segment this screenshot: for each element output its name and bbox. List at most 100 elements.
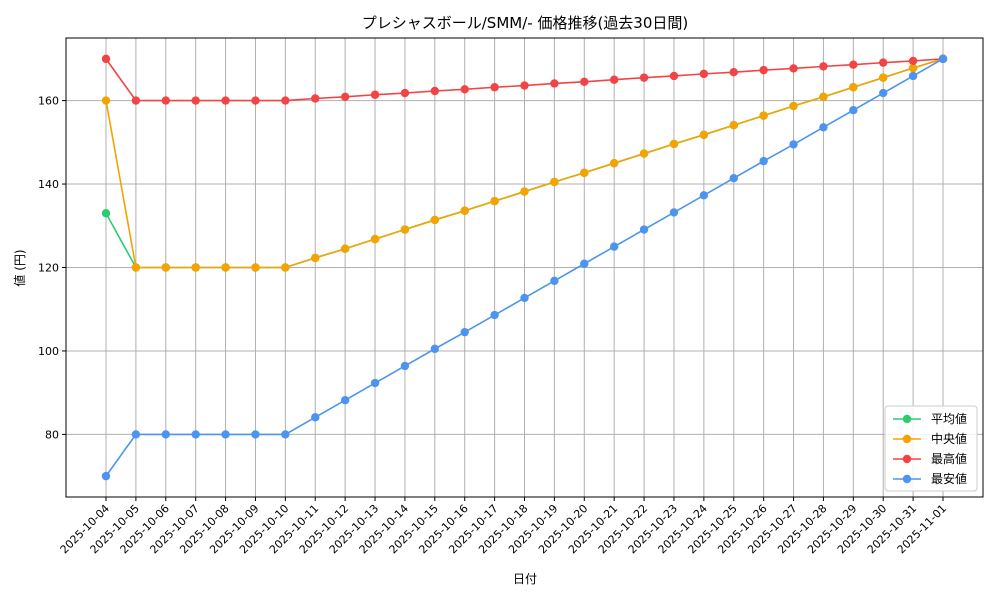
data-point bbox=[879, 58, 888, 67]
data-point bbox=[191, 263, 200, 272]
data-point bbox=[131, 96, 141, 105]
y-tick-label: 140 bbox=[38, 178, 59, 191]
y-tick-label: 80 bbox=[45, 428, 59, 441]
data-point bbox=[729, 174, 738, 183]
data-point bbox=[879, 88, 888, 98]
data-point bbox=[430, 344, 440, 354]
data-point bbox=[789, 101, 798, 111]
y-axis-ticks: 80 100 120 140 160 bbox=[38, 95, 66, 441]
legend-label: 最高値 bbox=[931, 451, 967, 466]
data-point bbox=[759, 111, 768, 120]
data-point bbox=[699, 130, 709, 140]
data-point bbox=[400, 361, 410, 371]
data-point bbox=[400, 225, 410, 234]
legend-item: 最安値 bbox=[893, 471, 967, 486]
data-point bbox=[580, 259, 589, 268]
data-point bbox=[520, 81, 529, 90]
legend-label: 最安値 bbox=[931, 471, 967, 486]
data-point bbox=[609, 158, 619, 168]
data-point bbox=[251, 96, 260, 105]
data-point bbox=[400, 88, 410, 98]
data-point bbox=[191, 96, 200, 105]
grid bbox=[66, 38, 983, 497]
data-point bbox=[908, 56, 918, 66]
data-point bbox=[699, 191, 709, 200]
data-point bbox=[101, 96, 111, 105]
data-point bbox=[639, 225, 649, 234]
data-point bbox=[759, 156, 768, 166]
data-point bbox=[759, 65, 768, 75]
data-point bbox=[311, 253, 320, 263]
data-point bbox=[819, 92, 828, 102]
data-point bbox=[490, 83, 499, 92]
y-tick-label: 120 bbox=[38, 262, 59, 275]
data-point bbox=[460, 206, 469, 215]
data-point bbox=[430, 215, 440, 225]
data-point bbox=[699, 69, 709, 79]
x-axis-ticks: 2025-10-042025-10-052025-10-062025-10-07… bbox=[58, 497, 949, 556]
series-layer bbox=[101, 54, 948, 481]
data-point bbox=[908, 71, 918, 81]
data-point bbox=[311, 94, 320, 103]
data-point bbox=[191, 430, 200, 439]
data-point bbox=[580, 77, 589, 87]
data-point bbox=[520, 187, 529, 196]
series-最高値 bbox=[101, 54, 948, 105]
legend-marker bbox=[902, 454, 912, 464]
data-point bbox=[849, 60, 858, 69]
data-point bbox=[550, 79, 559, 88]
x-axis-label: 日付 bbox=[513, 572, 537, 586]
data-point bbox=[789, 64, 798, 73]
data-point bbox=[101, 54, 111, 64]
data-point bbox=[490, 196, 499, 206]
data-point bbox=[370, 90, 380, 99]
data-point bbox=[101, 471, 111, 481]
data-point bbox=[161, 263, 170, 272]
legend-marker bbox=[902, 414, 912, 424]
data-point bbox=[251, 430, 260, 439]
y-tick-label: 160 bbox=[38, 95, 59, 108]
data-point bbox=[221, 430, 230, 439]
legend-box bbox=[884, 405, 978, 492]
data-point bbox=[311, 413, 320, 422]
data-point bbox=[131, 430, 141, 439]
data-point bbox=[849, 105, 858, 115]
data-point bbox=[849, 83, 858, 92]
data-point bbox=[938, 54, 948, 64]
data-point bbox=[550, 177, 559, 187]
data-point bbox=[340, 244, 350, 253]
legend-label: 平均値 bbox=[931, 411, 967, 426]
data-point bbox=[819, 123, 828, 132]
data-point bbox=[550, 276, 559, 286]
data-point bbox=[669, 71, 679, 81]
data-point bbox=[609, 75, 619, 84]
data-point bbox=[221, 263, 230, 272]
data-point bbox=[161, 96, 170, 105]
legend-item: 中央値 bbox=[893, 431, 967, 446]
data-point bbox=[340, 395, 350, 405]
data-point bbox=[789, 140, 798, 149]
legend-item: 最高値 bbox=[893, 451, 967, 466]
data-point bbox=[370, 378, 380, 388]
data-point bbox=[879, 73, 888, 82]
chart-title: プレシャスボール/SMM/- 価格推移(過去30日間) bbox=[362, 14, 689, 32]
data-point bbox=[819, 62, 828, 71]
data-point bbox=[908, 63, 918, 73]
data-point bbox=[460, 85, 469, 94]
legend-item: 平均値 bbox=[893, 411, 967, 426]
data-point bbox=[639, 73, 649, 82]
data-point bbox=[729, 68, 738, 77]
data-point bbox=[370, 234, 380, 244]
data-point bbox=[520, 293, 529, 303]
data-point bbox=[161, 430, 170, 439]
data-point bbox=[639, 149, 649, 158]
data-point bbox=[131, 263, 141, 272]
data-point bbox=[669, 139, 679, 149]
legend-label: 中央値 bbox=[931, 431, 967, 446]
legend-marker bbox=[902, 434, 912, 444]
data-point bbox=[251, 263, 260, 272]
data-point bbox=[580, 168, 589, 177]
data-point bbox=[490, 310, 499, 320]
